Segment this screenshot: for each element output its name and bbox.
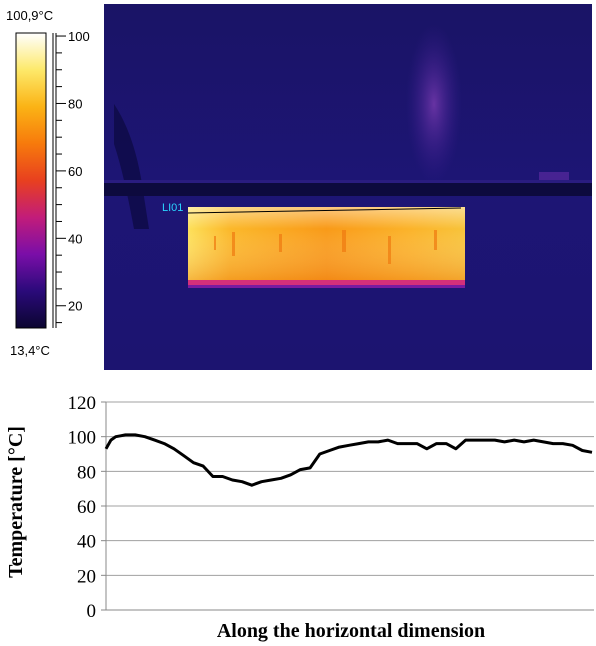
chart-ytick-label: 60 <box>77 497 96 518</box>
colorbar-max-label: 100,9°C <box>6 8 54 23</box>
thermal-drips <box>214 230 437 264</box>
thermal-warm-glow <box>406 24 462 184</box>
chart-ytick-label: 20 <box>77 566 96 587</box>
colorbar-tick-label: 100 <box>68 29 90 44</box>
thermal-table-edge <box>104 182 592 196</box>
thermal-table-edge-highlight <box>104 180 592 183</box>
colorbar-min-label: 13,4°C <box>10 343 50 358</box>
thermal-line-label: LI01 <box>162 202 183 214</box>
chart-ytick-label: 40 <box>77 532 96 553</box>
colorbar: 100 80 60 40 20 <box>15 29 90 329</box>
chart-ytick-label: 100 <box>68 428 97 449</box>
chart-ytick-label: 80 <box>77 462 96 483</box>
colorbar-tick-label: 20 <box>68 299 82 314</box>
temperature-series-line <box>104 433 593 487</box>
colorbar-tick-label: 80 <box>68 96 82 111</box>
chart-ytick-label: 120 <box>68 393 97 414</box>
colorbar-tick-label: 60 <box>68 164 82 179</box>
thermal-measurement-line <box>187 207 462 214</box>
colorbar-tick-label: 40 <box>68 231 82 246</box>
thermal-lower-strip <box>188 280 465 285</box>
thermal-lower-strip-2 <box>188 285 465 288</box>
colorbar-gradient <box>15 32 47 329</box>
chart-ylabel: Temperature [°C] <box>5 426 27 578</box>
thermal-hot-block-shade <box>188 207 465 280</box>
thermal-dark-reflection <box>114 104 149 229</box>
chart-xlabel: Along the horizontal dimension <box>217 620 485 642</box>
thermal-image: LI01 <box>104 4 592 370</box>
temperature-profile-chart: 0 20 40 60 80 100 120 Temperature [°C] Along t… <box>5 393 594 642</box>
chart-ytick-label: 0 <box>87 601 97 622</box>
thermal-warm-spot <box>539 172 569 180</box>
